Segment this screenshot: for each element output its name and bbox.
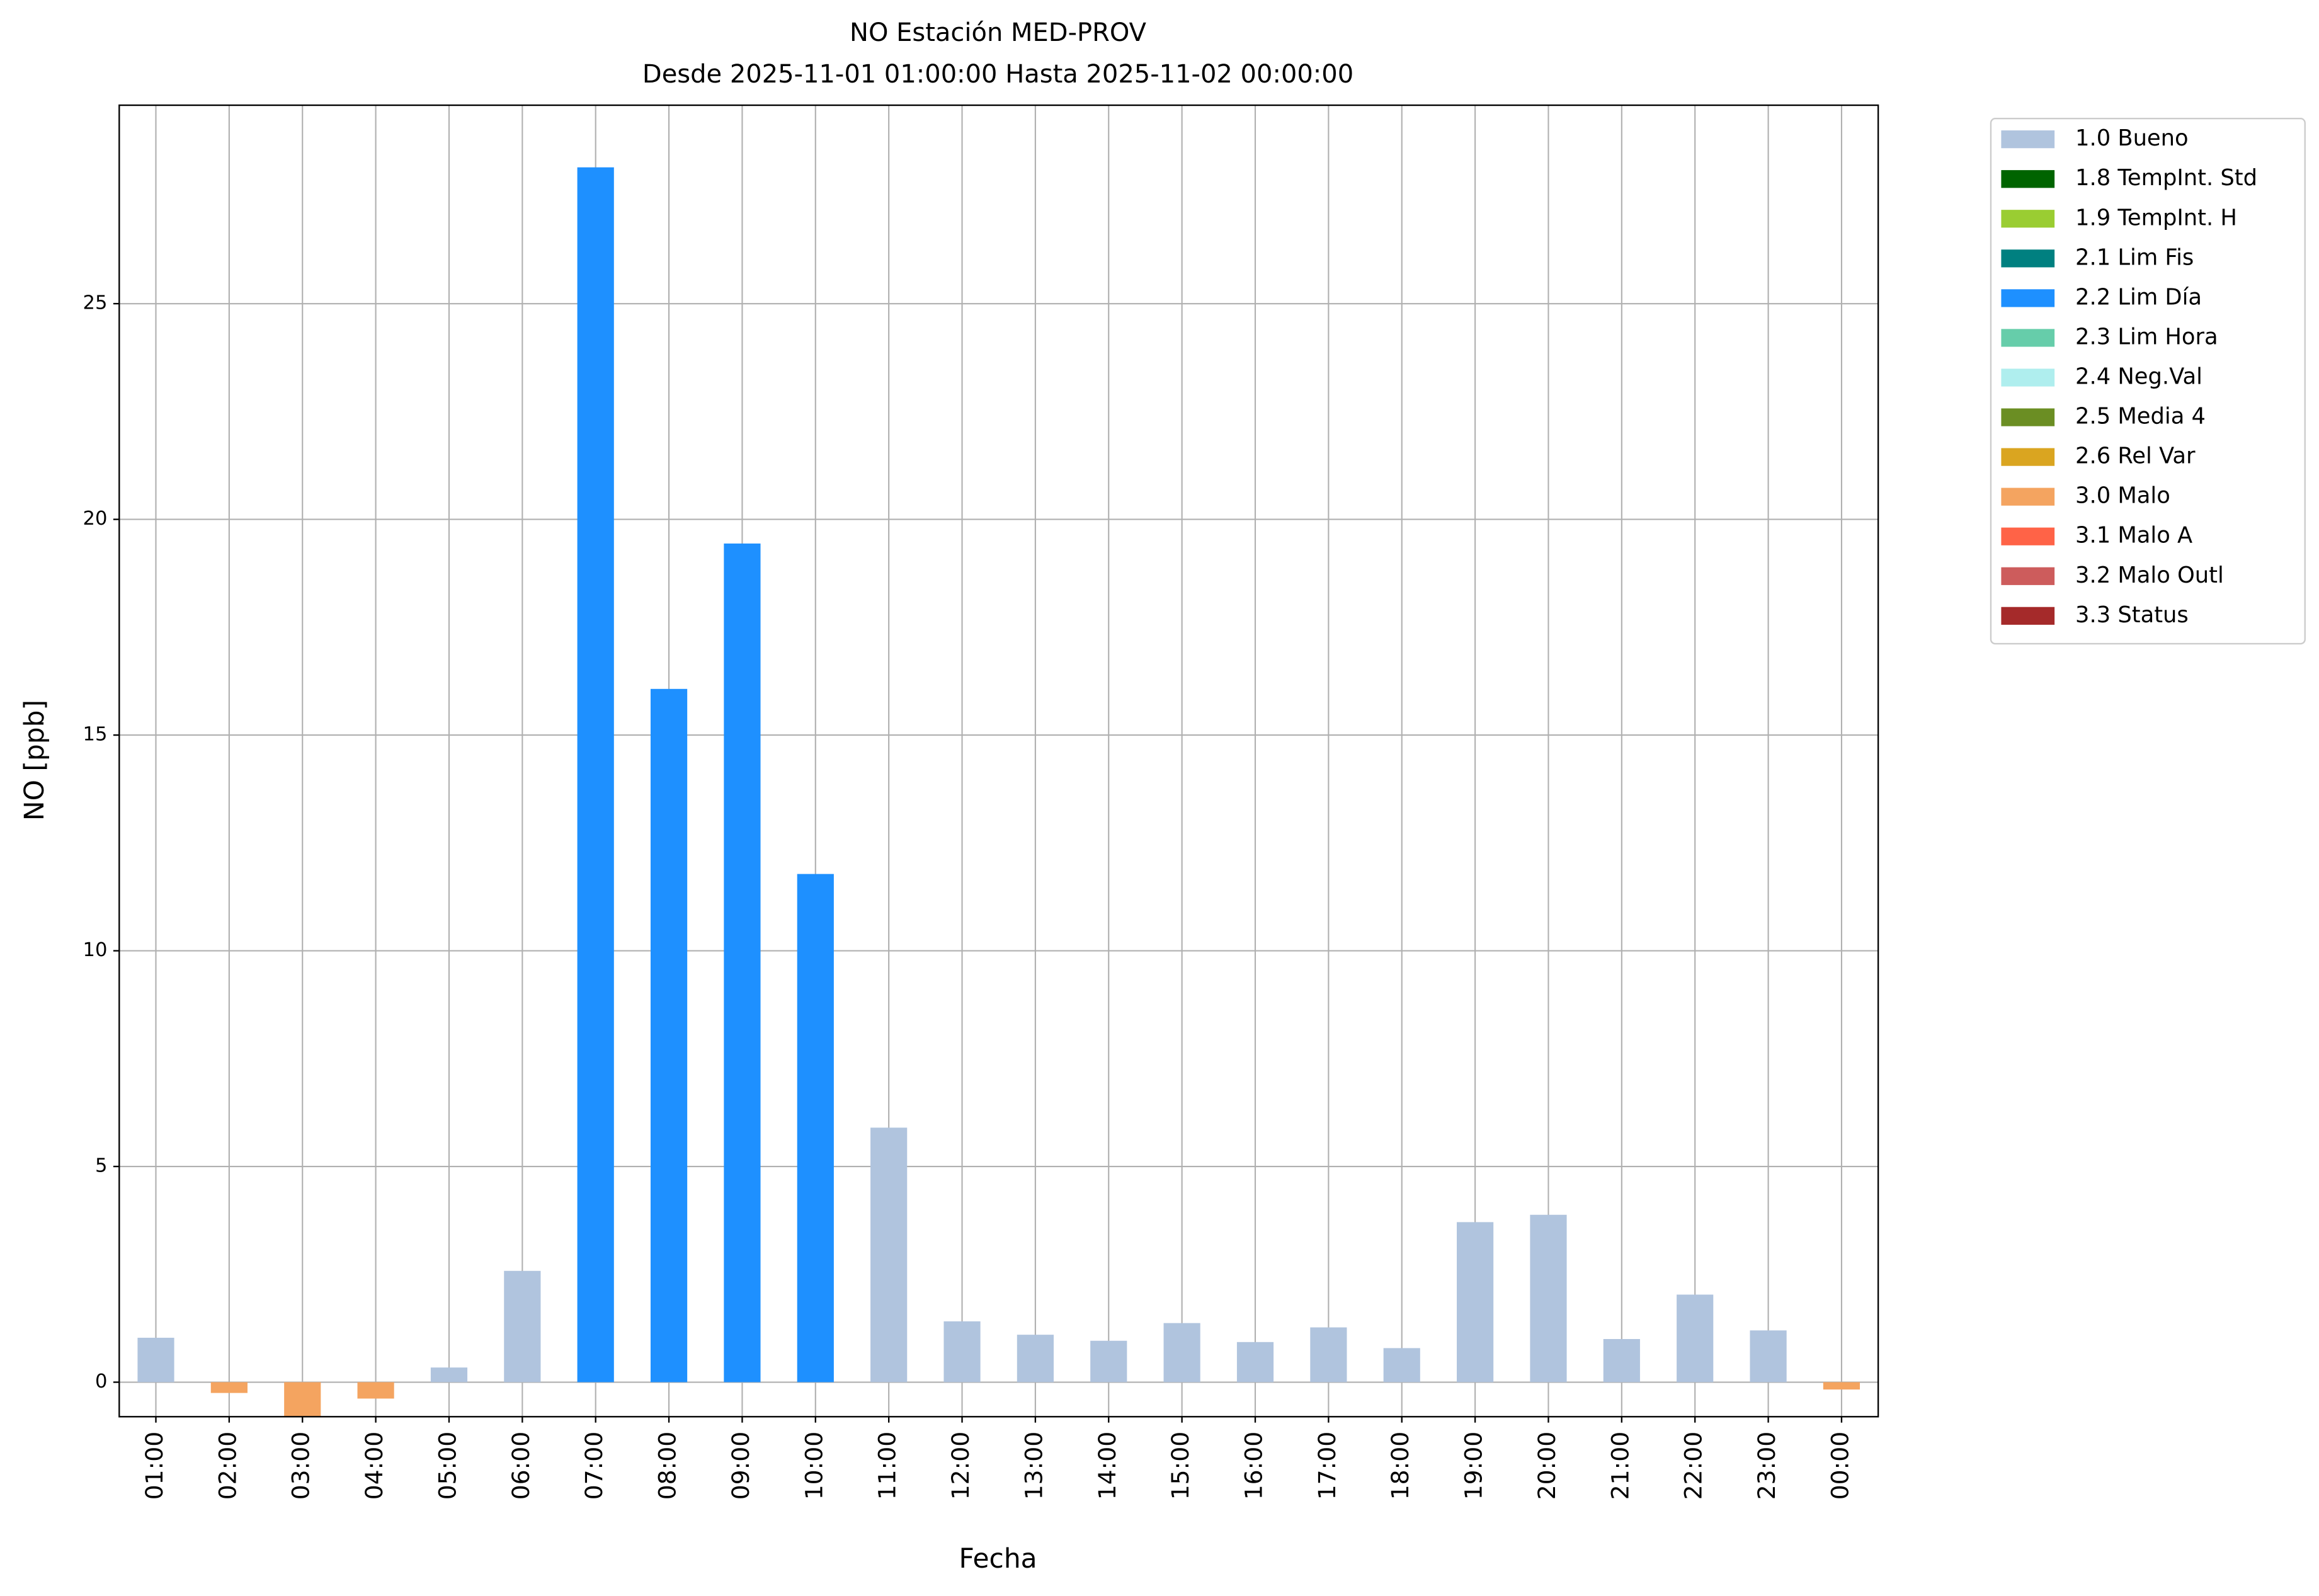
chart-title: NO Estación MED-PROV <box>850 18 1147 47</box>
y-tick-label: 0 <box>95 1371 107 1393</box>
y-tick-label: 20 <box>83 508 108 530</box>
x-tick-label: 17:00 <box>1313 1432 1341 1500</box>
legend-label: 2.1 Lim Fis <box>2075 244 2194 270</box>
bar <box>504 1270 541 1382</box>
y-tick-label: 5 <box>95 1155 107 1177</box>
bar <box>1163 1323 1200 1382</box>
bar <box>1310 1327 1347 1382</box>
legend-swatch <box>2001 170 2055 188</box>
legend-swatch <box>2001 607 2055 625</box>
y-tick-label: 25 <box>83 292 108 314</box>
plot-frame <box>118 104 1879 1418</box>
bar <box>1530 1214 1567 1382</box>
legend-swatch <box>2001 448 2055 466</box>
legend-swatch <box>2001 210 2055 228</box>
y-tick-label: 10 <box>83 939 108 961</box>
legend-swatch <box>2001 487 2055 506</box>
y-tick-label: 15 <box>83 724 108 746</box>
x-tick-label: 10:00 <box>800 1432 828 1500</box>
legend-label: 3.0 Malo <box>2075 483 2170 509</box>
bar <box>577 167 614 1382</box>
bar <box>137 1337 174 1382</box>
bar <box>724 543 761 1382</box>
x-axis-label: Fecha <box>959 1543 1037 1574</box>
x-tick-label: 08:00 <box>654 1432 681 1500</box>
legend-label: 2.3 Lim Hora <box>2075 324 2218 350</box>
legend-label: 1.0 Bueno <box>2075 125 2189 151</box>
bar <box>430 1367 468 1382</box>
x-tick-label: 07:00 <box>580 1432 608 1500</box>
x-tick-label: 11:00 <box>874 1432 901 1500</box>
bar <box>284 1382 321 1417</box>
x-tick-label: 13:00 <box>1020 1432 1047 1500</box>
bar <box>357 1382 394 1399</box>
bar <box>1457 1222 1494 1382</box>
legend-label: 3.1 Malo A <box>2075 523 2192 549</box>
x-tick-label: 01:00 <box>140 1432 168 1500</box>
legend-swatch <box>2001 408 2055 426</box>
legend-swatch <box>2001 329 2055 347</box>
x-tick-label: 15:00 <box>1166 1432 1194 1500</box>
bar <box>1090 1340 1127 1382</box>
bar <box>1236 1342 1274 1382</box>
legend-swatch <box>2001 527 2055 545</box>
legend-label: 2.5 Media 4 <box>2075 404 2206 430</box>
bar <box>1383 1348 1420 1382</box>
bar <box>650 688 688 1382</box>
legend-swatch <box>2001 567 2055 585</box>
legend-label: 1.9 TempInt. H <box>2075 205 2237 231</box>
x-tick-label: 22:00 <box>1680 1432 1707 1500</box>
legend-label: 3.3 Status <box>2075 602 2189 628</box>
bar <box>1677 1294 1714 1382</box>
legend-label: 2.2 Lim Día <box>2075 284 2202 310</box>
x-tick-label: 12:00 <box>947 1432 974 1500</box>
x-tick-label: 19:00 <box>1460 1432 1488 1500</box>
bar <box>797 874 834 1382</box>
legend-label: 1.8 TempInt. Std <box>2075 165 2257 191</box>
legend-label: 3.2 Malo Outl <box>2075 562 2224 588</box>
y-axis-label: NO [ppb] <box>19 700 50 821</box>
bar <box>1823 1382 1860 1390</box>
legend-label: 2.4 Neg.Val <box>2075 364 2202 390</box>
bar <box>943 1321 981 1382</box>
x-tick-label: 14:00 <box>1093 1432 1121 1500</box>
bar <box>1017 1335 1054 1382</box>
x-tick-label: 03:00 <box>287 1432 315 1500</box>
x-tick-label: 20:00 <box>1533 1432 1561 1500</box>
bar <box>210 1382 248 1393</box>
x-tick-label: 23:00 <box>1753 1432 1781 1500</box>
legend-swatch <box>2001 249 2055 268</box>
x-tick-label: 00:00 <box>1826 1432 1854 1500</box>
legend-box <box>1990 118 2306 645</box>
x-tick-label: 02:00 <box>214 1432 241 1500</box>
legend-swatch <box>2001 368 2055 387</box>
x-tick-label: 04:00 <box>360 1432 388 1500</box>
chart-subtitle: Desde 2025-11-01 01:00:00 Hasta 2025-11-… <box>642 60 1353 89</box>
x-tick-label: 05:00 <box>433 1432 461 1500</box>
x-tick-label: 21:00 <box>1606 1432 1634 1500</box>
legend-swatch <box>2001 130 2055 149</box>
legend-swatch <box>2001 289 2055 307</box>
bar <box>1750 1330 1787 1382</box>
x-tick-label: 18:00 <box>1386 1432 1414 1500</box>
x-tick-label: 16:00 <box>1240 1432 1268 1500</box>
bar <box>870 1127 908 1382</box>
x-tick-label: 09:00 <box>727 1432 755 1500</box>
legend-label: 2.6 Rel Var <box>2075 443 2196 469</box>
bar <box>1603 1339 1640 1382</box>
x-tick-label: 06:00 <box>507 1432 535 1500</box>
